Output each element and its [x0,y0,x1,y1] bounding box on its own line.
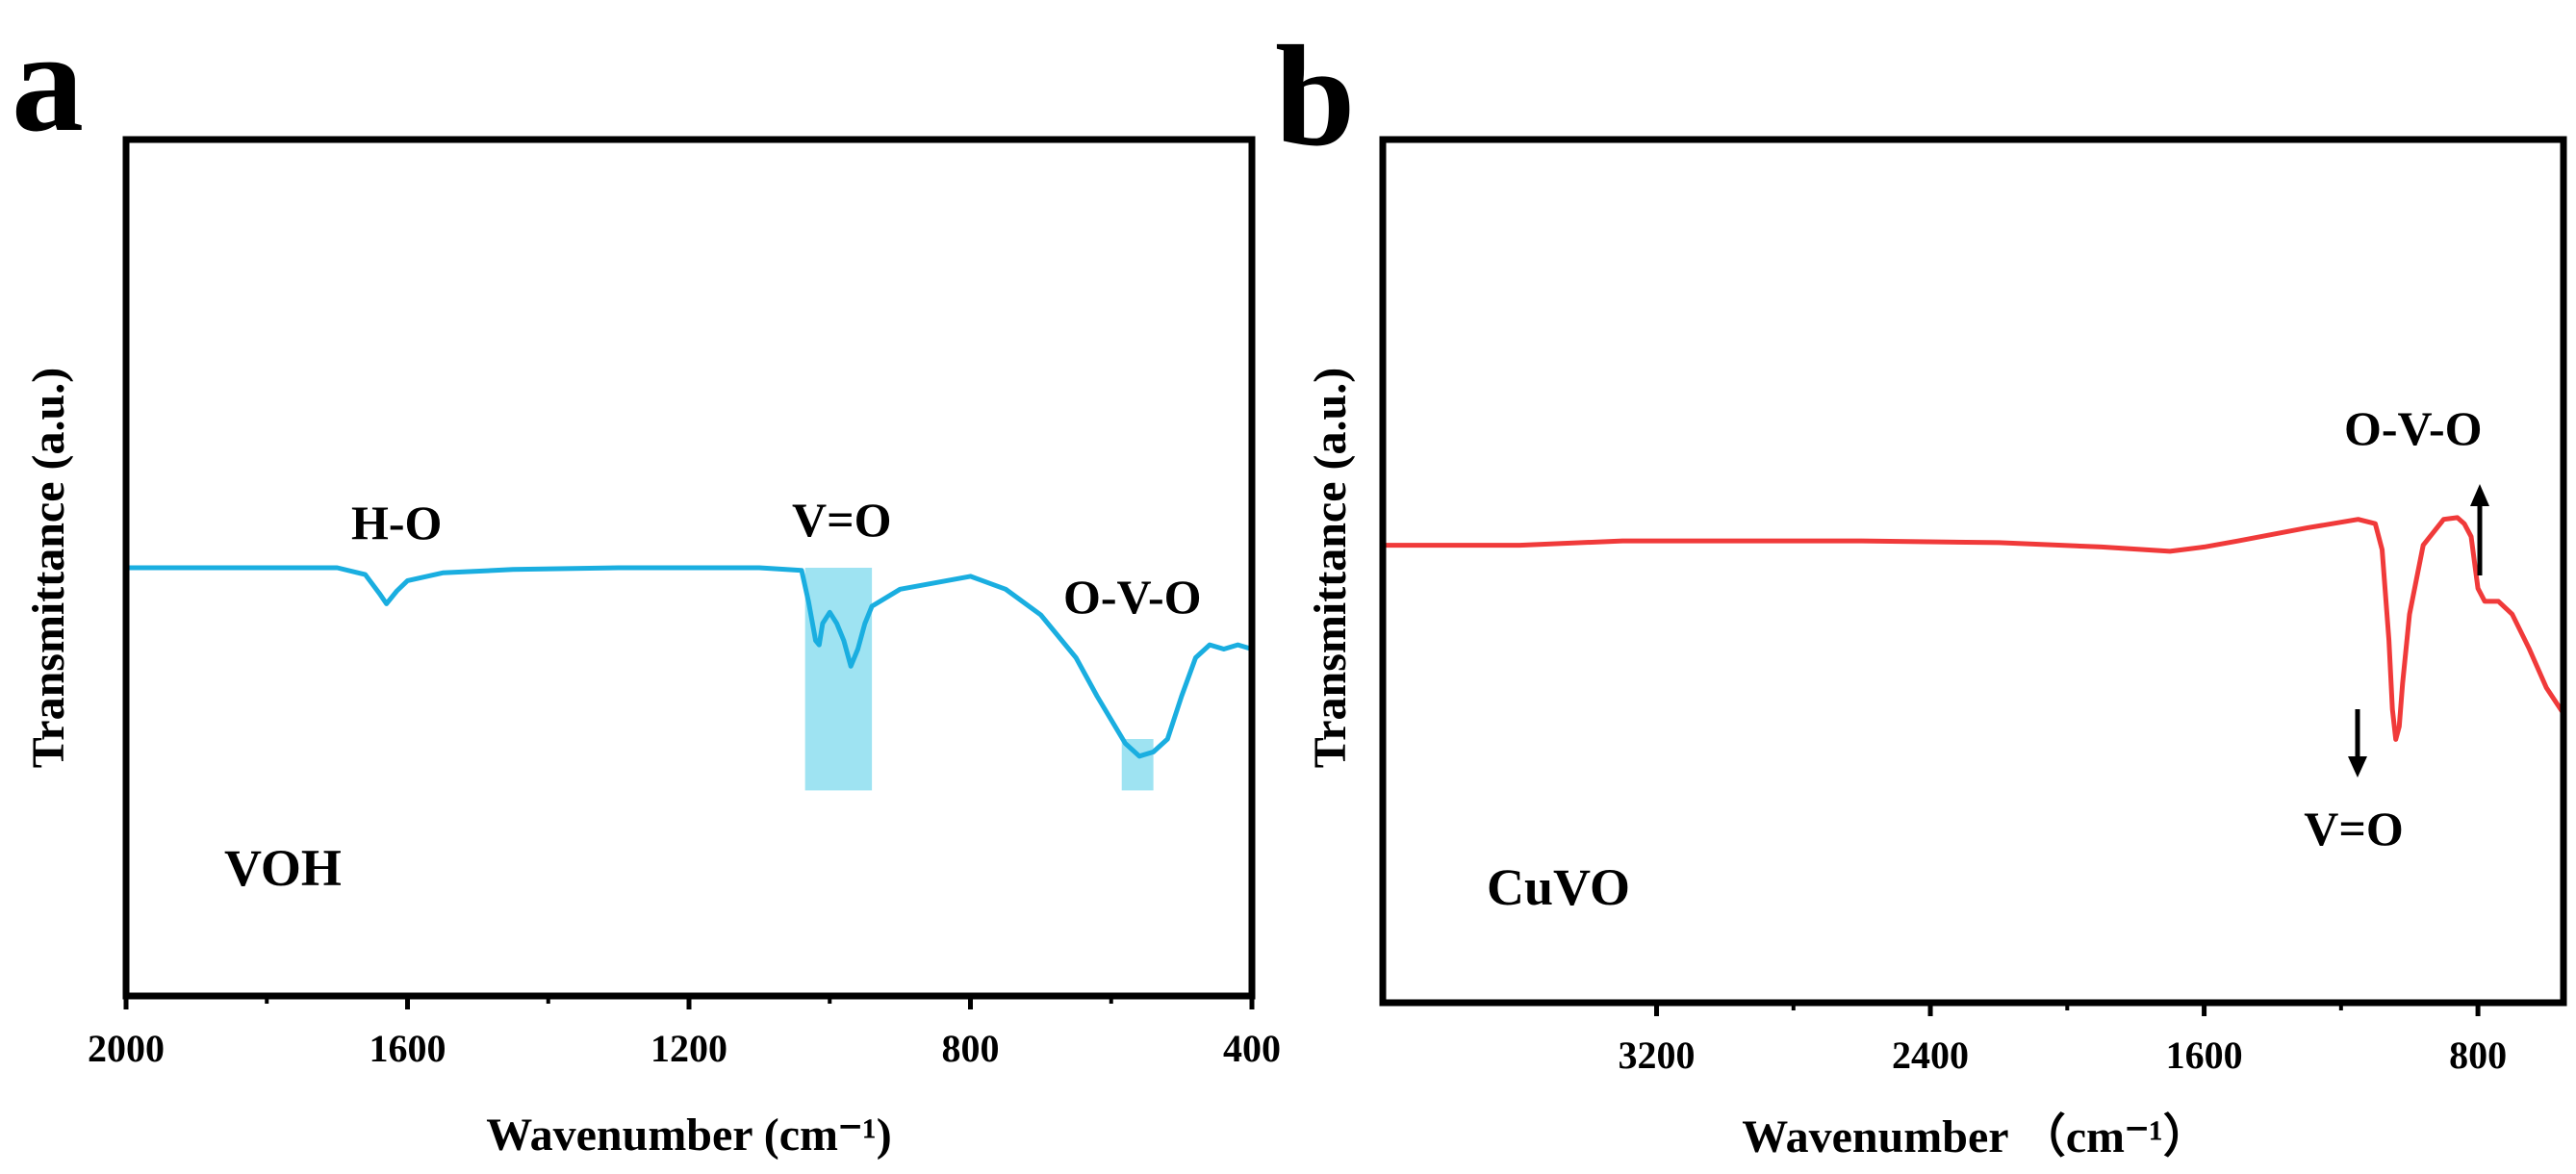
panel-b-v-o-arrow-head [2348,756,2367,778]
panel-b-x-tick-label: 800 [2449,1034,2507,1077]
panel-a-y-axis-title: Transmittance (a.u.) [23,368,74,768]
panel-a-x-ticks: 2000 1600 1200 800 400 [88,996,1281,1070]
panel-a-series-line-voh [126,565,1253,759]
panel-a-x-tick-label: 1200 [650,1027,727,1070]
panel-a-annotation-h-o: H-O [351,496,442,549]
panel-a-x-tick-label: 800 [942,1027,1000,1070]
panel-a-annotation-v-o: V=O [792,493,892,547]
panel-a-x-tick-label: 2000 [88,1027,165,1070]
panel-a-annotation-o-v-o: O-V-O [1063,570,1201,624]
panel-b-y-axis-title: Transmittance (a.u.) [1305,368,1356,768]
panel-b-sample-label: CuVO [1487,858,1630,916]
panel-b-series-line-cuvo [1383,515,2566,742]
panel-b-o-v-o-arrow-head [2470,484,2489,506]
panel-b-x-ticks: 3200 2400 1600 800 [1619,1003,2507,1077]
panel-b-chart: 3200 2400 1600 800 Wavenumber （cm⁻¹） Transm… [1305,136,2567,1162]
panel-b-annotation-o-v-o: O-V-O [2344,401,2482,455]
panel-a-highlight-0 [804,568,873,791]
panel-b-x-axis-title: Wavenumber （cm⁻¹） [1742,1111,2209,1162]
panel-b-x-tick-label: 3200 [1619,1034,1696,1077]
panel-a-sample-label: VOH [224,839,342,897]
panel-b-x-tick-label: 1600 [2166,1034,2243,1077]
panel-a-x-axis-title: Wavenumber (cm⁻¹) [486,1110,891,1161]
panel-a-highlights [804,568,1154,791]
panel-b-annotation-v-o: V=O [2304,802,2404,855]
panel-b-x-tick-label: 2400 [1892,1034,1969,1077]
panel-a-x-tick-label: 400 [1223,1027,1281,1070]
panel-a-chart: 2000 1600 1200 800 400 Wavenumber (cm⁻¹) Tra… [23,136,1281,1161]
panel-a-letter: a [12,2,84,162]
panel-b-letter: b [1275,16,1355,176]
panel-a-x-tick-label: 1600 [370,1027,446,1070]
panel-b-frame [1379,136,2567,1007]
